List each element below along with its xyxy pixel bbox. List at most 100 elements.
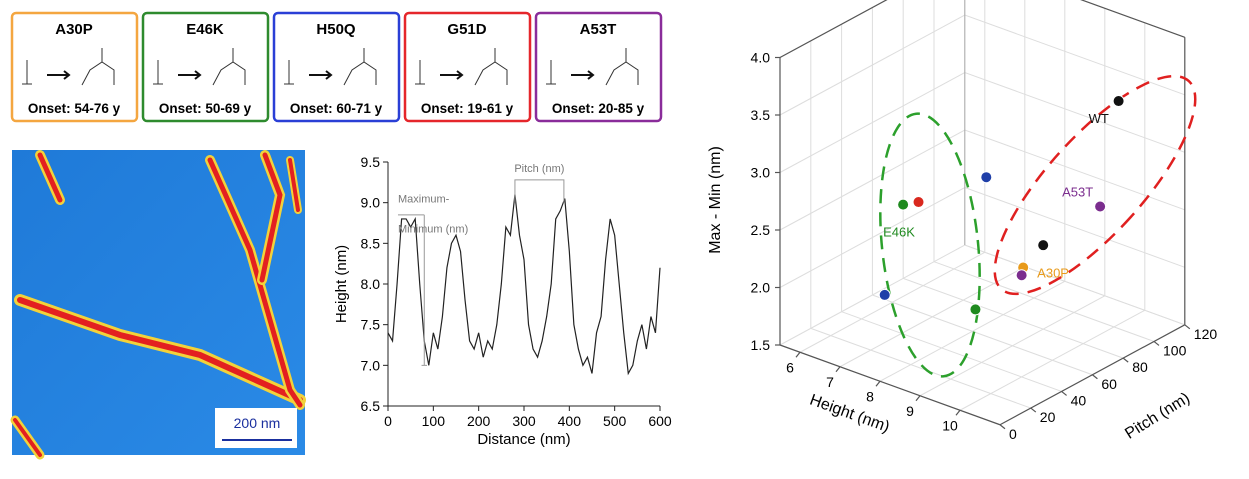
y-axis-label: Pitch (nm) <box>1122 390 1193 443</box>
mutation-onset: Onset: 60-71 y <box>290 101 383 116</box>
grid-line <box>779 71 1185 173</box>
x-tick-label: 10 <box>942 417 958 433</box>
grid-line <box>779 0 1185 58</box>
mutation-onset: Onset: 20-85 y <box>552 101 645 116</box>
annotation: Pitch (nm) <box>514 163 564 175</box>
x-tick-label: 7 <box>826 374 834 390</box>
grid-line <box>919 8 1106 397</box>
profile-line <box>387 194 661 376</box>
structure-right <box>474 48 508 86</box>
point <box>980 171 993 184</box>
y-axis-label: Height (nm) <box>333 245 350 323</box>
structure-left <box>546 60 556 85</box>
box-edge <box>779 0 888 59</box>
x-tick <box>955 409 961 416</box>
z-tick-label: 4.0 <box>751 50 771 66</box>
x-tick-label: 9 <box>906 403 914 419</box>
mutation-name: G51D <box>447 21 486 38</box>
y-tick-label: 9.5 <box>361 154 381 170</box>
y-tick <box>1030 407 1037 413</box>
structure-left <box>153 60 163 85</box>
x-tick <box>915 395 921 402</box>
structure-right <box>343 48 377 86</box>
y-tick-label: 120 <box>1194 326 1218 342</box>
y-tick <box>1122 357 1129 363</box>
y-tick <box>1153 340 1160 346</box>
point <box>1094 200 1107 213</box>
mutation-box <box>10 11 139 123</box>
x-tick-label: 500 <box>603 413 627 429</box>
structure-right <box>605 48 639 86</box>
y-tick <box>1184 324 1191 330</box>
z-tick-label: 3.5 <box>751 107 771 123</box>
grid-line <box>810 40 1031 409</box>
point <box>1015 269 1028 282</box>
x-tick <box>795 351 801 358</box>
mutation-box <box>141 11 270 123</box>
point-label: E46K <box>883 225 915 240</box>
cluster-ellipse <box>879 112 981 378</box>
structure-left <box>415 60 425 85</box>
point <box>912 196 925 209</box>
reaction-arrow <box>440 70 464 80</box>
grid-line <box>779 186 1185 288</box>
x-tick-label: 0 <box>384 413 392 429</box>
cluster-ellipse <box>993 74 1197 296</box>
afm-image: 200 nm <box>10 150 306 460</box>
y-tick-label: 60 <box>1101 376 1117 392</box>
x-tick-label: 300 <box>512 413 536 429</box>
reaction-arrow <box>309 70 333 80</box>
x-axis <box>779 344 1001 426</box>
x-tick <box>875 380 881 387</box>
y-tick-label: 6.5 <box>361 398 381 414</box>
x-axis-label: Distance (nm) <box>477 431 570 448</box>
x-tick-label: 600 <box>648 413 672 429</box>
structure-left <box>284 60 294 85</box>
x-tick <box>835 366 841 373</box>
point <box>897 198 910 211</box>
y-tick <box>1061 390 1067 396</box>
y-tick-label: 100 <box>1163 342 1187 358</box>
y-tick <box>999 424 1006 430</box>
y-tick-label: 8.0 <box>361 276 381 292</box>
y-tick <box>1092 374 1098 380</box>
grid-line <box>841 24 1062 392</box>
x-tick-label: 200 <box>467 413 491 429</box>
scale-label: 200 nm <box>234 415 281 431</box>
point-label: A53T <box>1062 184 1093 199</box>
mutation-name: A30P <box>55 21 93 38</box>
mutation-name: H50Q <box>316 21 356 38</box>
y-tick-label: 8.5 <box>361 235 381 251</box>
y-tick-label: 0 <box>1009 426 1017 442</box>
grid-line <box>799 0 986 353</box>
structure-right <box>212 48 246 86</box>
y-tick-label: 9.0 <box>361 195 381 211</box>
point <box>878 288 891 301</box>
point <box>1112 95 1125 108</box>
y-tick-label: 7.5 <box>361 317 381 333</box>
mutation-onset: Onset: 19-61 y <box>421 101 514 116</box>
structure-left <box>22 60 32 85</box>
structure-right <box>81 48 115 86</box>
mutation-box <box>272 11 401 123</box>
reaction-arrow <box>47 70 71 80</box>
point <box>969 303 982 316</box>
z-axis-label: Max - Min (nm) <box>707 146 724 254</box>
point-label: WT <box>1089 111 1109 126</box>
z-tick-label: 2.5 <box>751 222 771 238</box>
grid-line <box>964 0 1185 326</box>
x-axis-label: Height (nm) <box>807 391 891 436</box>
mutation-onset: Onset: 54-76 y <box>28 101 121 116</box>
reaction-arrow <box>571 70 595 80</box>
x-tick-label: 400 <box>558 413 582 429</box>
point-label: A30P <box>1037 265 1069 280</box>
mutation-name: A53T <box>580 21 617 38</box>
point <box>1037 239 1050 252</box>
y-tick-label: 40 <box>1071 392 1087 408</box>
mutation-box <box>534 11 663 123</box>
grid-line <box>839 0 1026 368</box>
z-tick-label: 1.5 <box>751 337 771 353</box>
reaction-arrow <box>178 70 202 80</box>
mutation-name: E46K <box>186 21 224 38</box>
x-tick-label: 100 <box>422 413 446 429</box>
